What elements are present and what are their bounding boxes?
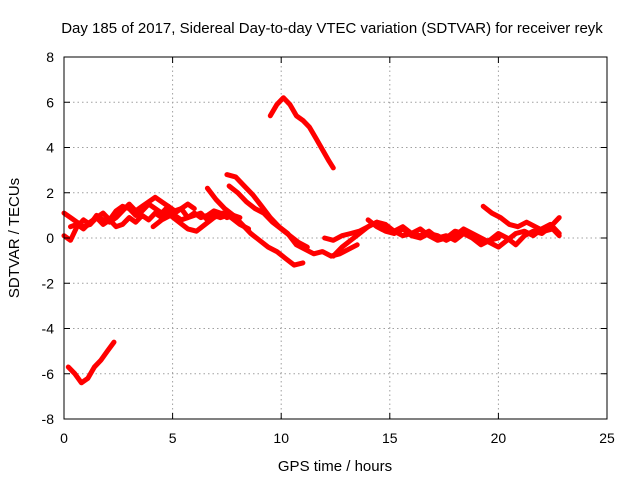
- x-axis-title: GPS time / hours: [278, 458, 392, 475]
- x-tick-label: 25: [599, 430, 615, 446]
- x-tick-label: 5: [169, 430, 177, 446]
- series-line-arc-11: [365, 217, 562, 250]
- x-tick-label: 20: [491, 430, 507, 446]
- y-tick-label: 2: [46, 185, 54, 201]
- series-line-arc-7: [226, 183, 310, 250]
- series-line-arc-5: [204, 185, 306, 268]
- series-line-arc-12: [480, 203, 562, 239]
- y-axis-title: SDTVAR / TECUs: [6, 178, 23, 298]
- y-tick-label: 6: [46, 94, 54, 110]
- chart-title: Day 185 of 2017, Sidereal Day-to-day VTE…: [61, 20, 603, 37]
- x-tick-label: 10: [273, 430, 289, 446]
- y-tick-label: -6: [42, 366, 55, 382]
- y-tick-label: -8: [42, 411, 55, 427]
- data-series: [61, 95, 562, 386]
- y-tick-label: 0: [46, 230, 54, 246]
- x-tick-label: 0: [60, 430, 68, 446]
- series-line-arc-3: [68, 208, 243, 232]
- series-line-arc-4: [150, 210, 252, 234]
- x-tick-label: 15: [382, 430, 398, 446]
- y-tick-label: 8: [46, 49, 54, 65]
- y-tick-label: -4: [42, 321, 55, 337]
- axis-ticks: 0 5 10 15 20 25 -8 -6 -4 -2 0 2 4 6 8: [42, 49, 615, 446]
- y-tick-label: -2: [42, 275, 55, 291]
- series-line-arc-8: [267, 95, 336, 171]
- series-line-arc-13: [65, 339, 117, 386]
- y-tick-label: 4: [46, 140, 54, 156]
